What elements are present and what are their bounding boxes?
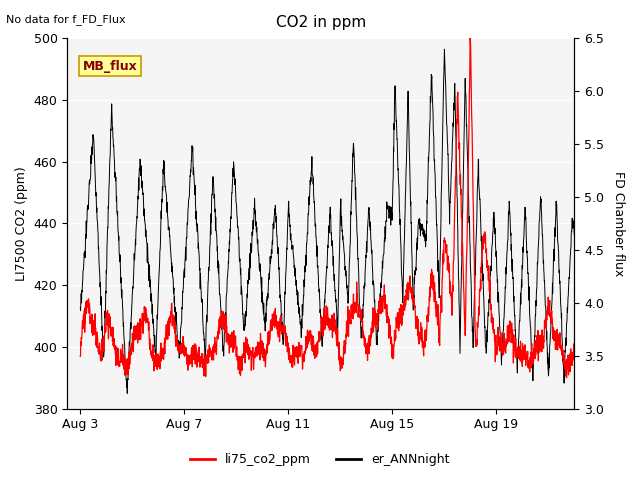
Y-axis label: FD Chamber flux: FD Chamber flux xyxy=(612,171,625,276)
Legend: li75_co2_ppm, er_ANNnight: li75_co2_ppm, er_ANNnight xyxy=(186,448,454,471)
Y-axis label: LI7500 CO2 (ppm): LI7500 CO2 (ppm) xyxy=(15,166,28,281)
Title: CO2 in ppm: CO2 in ppm xyxy=(276,15,366,30)
Bar xyxy=(67,38,575,162)
Text: No data for f_FD_Flux: No data for f_FD_Flux xyxy=(6,14,126,25)
Bar xyxy=(67,162,575,408)
Text: MB_flux: MB_flux xyxy=(83,60,137,72)
